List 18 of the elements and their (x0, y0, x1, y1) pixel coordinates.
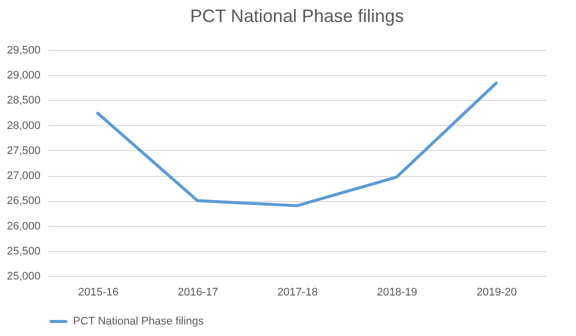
y-tick-label: 28,000 (6, 120, 40, 132)
y-tick-label: 26,500 (6, 195, 40, 208)
x-tick-label: 2018-19 (376, 286, 418, 298)
y-tick-label: 27,500 (6, 144, 40, 157)
x-tick-label: 2015-16 (78, 286, 118, 298)
x-tick-label: 2016-17 (178, 286, 218, 298)
y-tick-label: 27,000 (6, 170, 40, 182)
y-tick-label: 25,000 (6, 270, 40, 282)
chart-title: PCT National Phase filings (190, 6, 404, 26)
y-tick-label: 29,000 (6, 70, 40, 82)
y-tick-label: 29,500 (6, 44, 40, 56)
y-tick-label: 28,500 (6, 94, 40, 107)
legend-label: PCT National Phase filings (73, 316, 204, 328)
y-tick-label: 25,500 (6, 245, 40, 258)
x-tick-label: 2019-20 (476, 286, 517, 298)
line-series (96, 82, 498, 208)
y-tick-label: 26,000 (6, 220, 40, 232)
x-tick-label: 2017-18 (277, 286, 318, 298)
